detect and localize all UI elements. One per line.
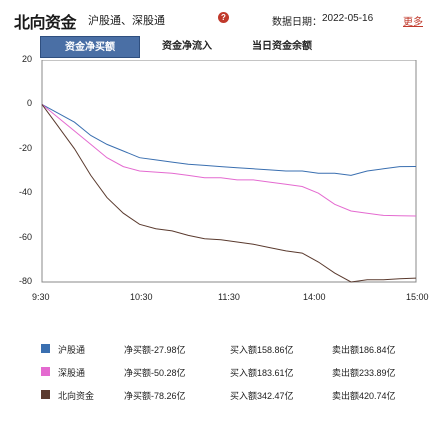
legend-swatch bbox=[41, 390, 50, 399]
tab-daily-balance[interactable]: 当日资金余额 bbox=[252, 41, 312, 52]
y-tick-label: -60 bbox=[18, 231, 32, 242]
plot-frame bbox=[41, 60, 417, 283]
tab-net-buy[interactable]: 资金净买额 bbox=[40, 36, 140, 58]
legend-net: 净买额-27.98亿 bbox=[124, 345, 186, 355]
legend-buy: 买入额158.86亿 bbox=[230, 345, 294, 355]
legend-row: 深股通 净买额-50.28亿 买入额183.61亿 卖出额233.89亿 bbox=[0, 363, 436, 381]
legend-name: 深股通 bbox=[58, 368, 86, 378]
tab-net-inflow[interactable]: 资金净流入 bbox=[162, 41, 212, 52]
x-tick-label: 10:30 bbox=[130, 292, 153, 302]
legend-net: 净买额-78.26亿 bbox=[124, 391, 186, 401]
chart-area: 20 0 -20 -40 -60 -80 9:30 10:30 11:30 14:00 15:00 bbox=[0, 54, 436, 310]
series-line bbox=[41, 104, 417, 283]
page-header: 北向资金 沪股通、深股通 ? 数据日期： 2022-05-16 更多 bbox=[0, 0, 436, 34]
legend-name: 北向资金 bbox=[58, 391, 95, 401]
legend-swatch bbox=[41, 344, 50, 353]
more-link[interactable]: 更多 bbox=[403, 17, 423, 28]
y-tick-label: -80 bbox=[18, 276, 32, 286]
y-tick-label: 0 bbox=[26, 98, 32, 109]
x-tick-label: 14:00 bbox=[303, 292, 326, 302]
y-tick-label: -40 bbox=[18, 187, 32, 198]
legend-buy: 买入额183.61亿 bbox=[230, 368, 294, 378]
line-chart bbox=[41, 60, 417, 283]
page-subtitle: 沪股通、深股通 bbox=[88, 15, 165, 27]
x-tick-label: 11:30 bbox=[218, 292, 240, 302]
legend-sell: 卖出额420.74亿 bbox=[332, 391, 396, 401]
series-line bbox=[41, 104, 417, 217]
date-label: 数据日期： bbox=[272, 17, 322, 28]
y-tick-label: -20 bbox=[18, 142, 32, 153]
legend-row: 北向资金 净买额-78.26亿 买入额342.47亿 卖出额420.74亿 bbox=[0, 386, 436, 404]
series-line bbox=[41, 103, 417, 176]
y-tick-label: 20 bbox=[21, 54, 32, 64]
date-value: 2022-05-16 bbox=[322, 13, 374, 24]
legend-buy: 买入额342.47亿 bbox=[230, 391, 294, 401]
legend-net: 净买额-50.28亿 bbox=[124, 368, 186, 378]
legend-name: 沪股通 bbox=[58, 345, 86, 355]
legend-swatch bbox=[41, 367, 50, 376]
x-tick-label: 15:00 bbox=[406, 292, 429, 302]
legend-row: 沪股通 净买额-27.98亿 买入额158.86亿 卖出额186.84亿 bbox=[0, 340, 436, 358]
page-title: 北向资金 bbox=[14, 15, 77, 32]
x-tick-label: 9:30 bbox=[32, 292, 50, 302]
legend-sell: 卖出额233.89亿 bbox=[332, 368, 396, 378]
legend-sell: 卖出额186.84亿 bbox=[332, 345, 396, 355]
help-icon[interactable]: ? bbox=[218, 12, 229, 23]
